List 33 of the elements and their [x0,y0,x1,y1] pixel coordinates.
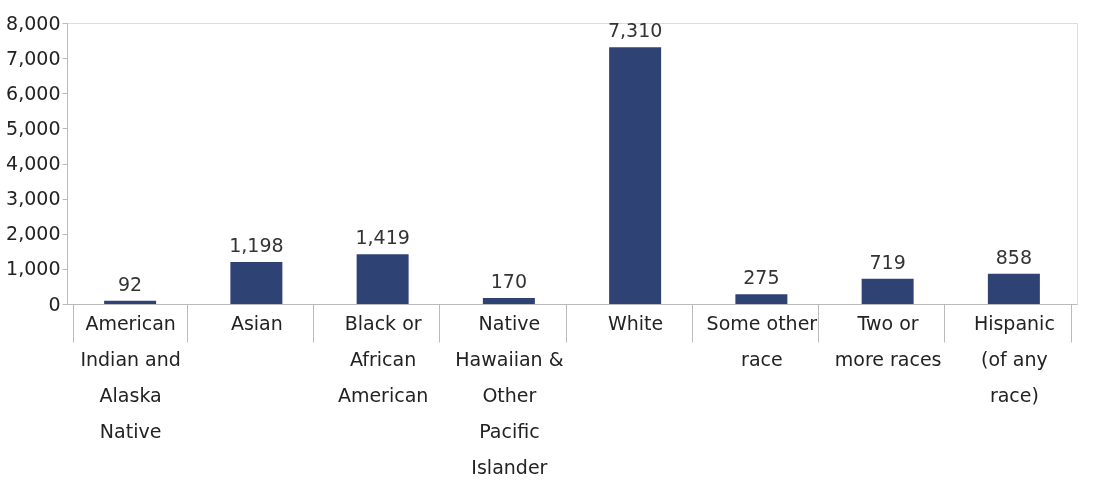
bar [104,300,157,304]
bar [230,261,283,304]
data-label: 1,419 [355,226,410,249]
bar [735,294,788,304]
y-tick-label: 2,000 [6,222,61,245]
data-label: 170 [490,270,528,293]
x-tick-label: American Indian and Alaska Native [80,311,181,442]
y-tick-label: 0 [48,292,61,315]
bar [609,47,662,304]
x-tick-label: Some other race [706,311,818,370]
data-label: 275 [743,266,780,289]
x-tick-label: Two or more races [834,311,942,370]
x-tick-label: Black or African American [337,311,429,406]
bar [861,278,914,304]
bar [482,298,535,304]
x-tick-label: Asian [230,311,283,334]
bar [356,254,409,304]
x-tick-label: Hispanic (of any race) [973,311,1055,406]
data-label: 719 [869,250,906,273]
y-tick-label: 3,000 [6,187,61,210]
bar [987,273,1040,304]
y-tick-label: 8,000 [6,11,61,34]
x-tick-label: Native Hawaiian & Other Pacific Islander [455,311,564,478]
y-tick-label: 4,000 [6,152,61,174]
y-tick-label: 6,000 [6,81,61,104]
data-label: 858 [995,245,1033,268]
y-tick-label: 7,000 [6,46,61,69]
y-tick-label: 1,000 [6,257,61,280]
data-label: 7,310 [607,19,663,42]
data-label: 1,198 [229,233,284,256]
x-tick-label: White [608,311,664,334]
y-tick-label: 5,000 [6,116,61,139]
data-label: 92 [118,272,143,295]
